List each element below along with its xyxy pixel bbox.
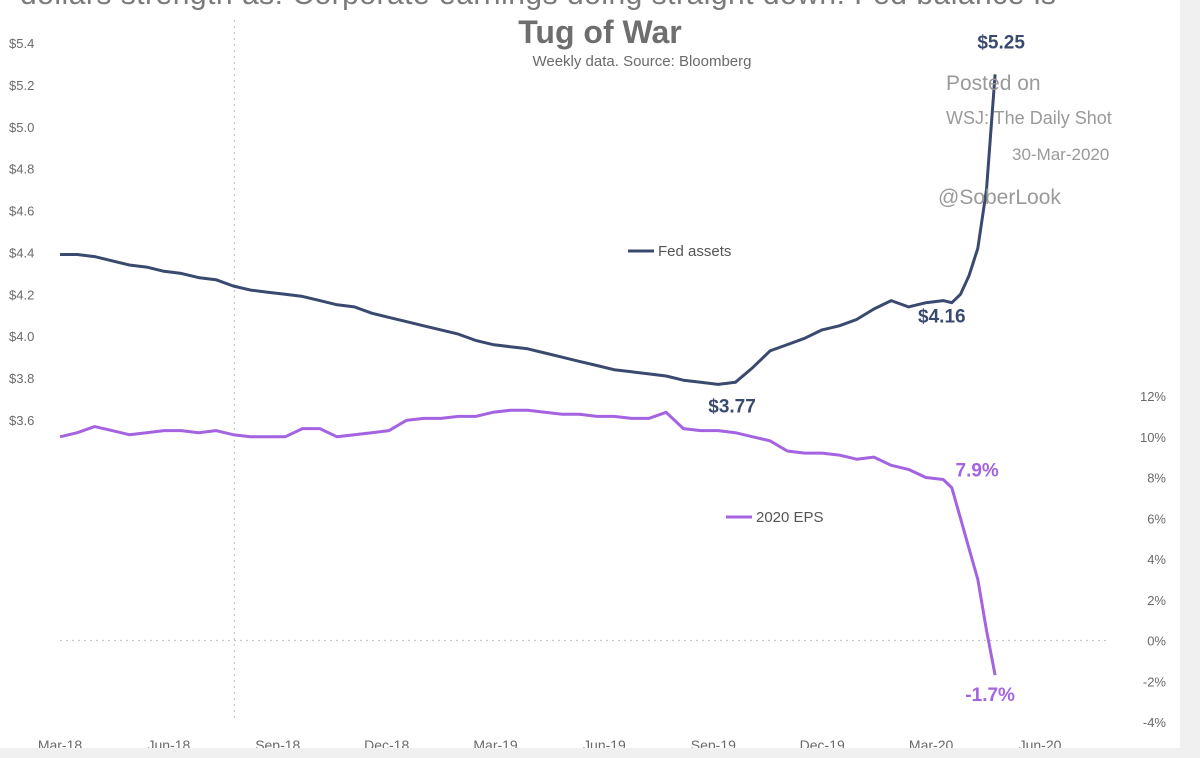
data-label: $5.25 — [977, 32, 1025, 53]
x-axis-tick-label: Mar-18 — [38, 737, 83, 748]
right-axis-tick-label: -4% — [1143, 715, 1167, 730]
data-label: $4.16 — [918, 307, 966, 328]
data-label: 7.9% — [956, 461, 999, 482]
left-axis-tick-label: $5.0 — [9, 120, 34, 135]
right-axis-tick-label: 6% — [1147, 511, 1166, 526]
right-border — [1180, 0, 1200, 758]
eps-2020-line — [59, 408, 997, 676]
watermark-source: WSJ: The Daily Shot — [946, 108, 1112, 128]
left-axis-tick-label: $3.6 — [9, 413, 34, 428]
right-axis-tick-label: 8% — [1147, 471, 1166, 486]
chart-canvas: $5.4 $5.2 $5.0 $4.8 $4.6 $4.4 $4.2 $4.0 $3.8 $3.6… — [9, 20, 1167, 748]
right-axis-tick-label: 4% — [1147, 552, 1166, 567]
data-label: $3.77 — [708, 396, 756, 417]
x-axis-tick-label: Dec-18 — [364, 737, 409, 748]
chart-title: Tug of War — [518, 14, 682, 50]
watermark-posted: Posted on — [946, 72, 1041, 95]
right-axis-tick-label: 10% — [1140, 430, 1166, 445]
left-axis-tick-label: $3.8 — [9, 371, 34, 386]
cropped-headline: dollars strength as: Corporate earnings … — [20, 0, 1056, 12]
x-axis-tick-label: Jun-20 — [1019, 737, 1062, 748]
x-axis-tick-label: Mar-19 — [473, 737, 518, 748]
x-axis-tick-label: Jun-19 — [583, 737, 626, 748]
left-axis-tick-label: $4.8 — [9, 162, 34, 177]
x-axis-tick-label: Sep-19 — [691, 737, 736, 748]
watermark-date: 30-Mar-2020 — [1012, 145, 1110, 164]
fed-assets-line — [60, 74, 997, 386]
left-axis-tick-label: $4.2 — [9, 287, 34, 302]
legend-label: Fed assets — [658, 243, 731, 260]
chart-subtitle: Weekly data. Source: Bloomberg — [532, 53, 752, 70]
right-axis-tick-label: 12% — [1140, 389, 1166, 404]
right-axis-tick-label: 0% — [1147, 634, 1166, 649]
x-axis-tick-label: Sep-18 — [255, 737, 300, 748]
watermark-handle: @SoberLook — [938, 186, 1061, 209]
left-axis-tick-label: $5.2 — [9, 78, 34, 93]
left-axis-tick-label: $5.4 — [9, 36, 34, 51]
right-axis-tick-label: 2% — [1147, 593, 1166, 608]
left-axis-tick-label: $4.0 — [9, 329, 34, 344]
bottom-border — [0, 748, 1200, 758]
legend-label: 2020 EPS — [756, 509, 824, 526]
x-axis-tick-label: Mar-20 — [909, 737, 954, 748]
left-axis-tick-label: $4.6 — [9, 204, 34, 219]
x-axis-tick-label: Jun-18 — [147, 737, 190, 748]
left-axis-tick-label: $4.4 — [9, 245, 34, 260]
right-axis-tick-label: -2% — [1143, 674, 1167, 689]
data-label: -1.7% — [965, 685, 1015, 706]
x-axis-tick-label: Dec-19 — [800, 737, 845, 748]
